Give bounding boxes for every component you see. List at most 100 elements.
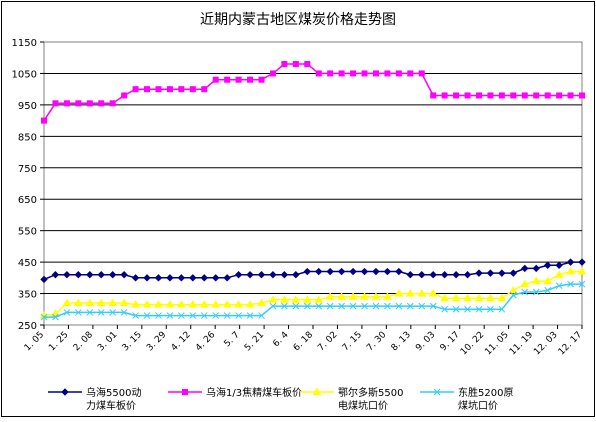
data-point <box>40 313 48 321</box>
data-point <box>509 291 517 299</box>
data-point <box>567 92 574 99</box>
data-point <box>361 70 368 77</box>
data-point <box>531 276 541 284</box>
legend-label: 电煤坑口价 <box>338 399 388 412</box>
data-point <box>178 86 185 93</box>
data-point <box>326 267 334 276</box>
data-point <box>132 312 139 319</box>
data-point <box>338 70 345 77</box>
legend-label: 乌海5500动 <box>86 386 141 399</box>
data-point <box>406 270 415 279</box>
data-point <box>63 309 71 316</box>
data-point <box>498 305 506 313</box>
data-point <box>429 302 437 310</box>
data-point <box>155 312 162 319</box>
data-point <box>521 264 529 273</box>
data-point <box>212 76 219 83</box>
data-point <box>154 274 163 282</box>
data-point <box>291 295 301 303</box>
data-point <box>578 280 586 288</box>
data-point <box>166 274 174 282</box>
data-point <box>405 289 415 297</box>
data-point <box>463 293 472 302</box>
data-point <box>520 279 530 288</box>
data-point <box>269 70 276 77</box>
data-point <box>429 270 437 279</box>
y-tick-label: 750 <box>18 164 37 175</box>
data-point <box>121 92 128 99</box>
data-point <box>223 312 231 319</box>
data-point <box>63 270 71 279</box>
data-point <box>464 92 471 99</box>
data-point <box>223 274 231 282</box>
data-point <box>555 282 563 290</box>
data-point <box>86 309 94 316</box>
data-point <box>97 270 105 279</box>
data-point <box>292 270 300 279</box>
series-line <box>44 283 582 318</box>
data-point <box>108 298 118 306</box>
data-point <box>200 312 208 319</box>
data-point <box>52 313 59 321</box>
data-point <box>142 300 152 308</box>
data-point <box>109 309 117 316</box>
data-point <box>211 300 221 308</box>
data-point <box>533 92 540 99</box>
data-point <box>257 270 266 279</box>
data-point <box>555 261 563 269</box>
data-point <box>463 270 472 279</box>
data-point <box>258 76 265 83</box>
data-point <box>143 312 151 319</box>
data-point <box>372 267 380 276</box>
series-1 <box>40 258 586 284</box>
data-point <box>577 267 587 275</box>
data-point <box>312 387 322 395</box>
data-point <box>474 293 484 302</box>
data-point <box>543 261 552 269</box>
data-point <box>268 295 278 303</box>
y-tick-label: 1050 <box>12 69 37 80</box>
data-point <box>360 267 369 276</box>
data-point <box>188 300 198 308</box>
data-point <box>303 267 311 276</box>
data-point <box>51 270 60 279</box>
data-point <box>212 312 220 319</box>
data-point <box>304 61 311 68</box>
data-point <box>453 92 460 99</box>
data-point <box>315 70 322 77</box>
data-point <box>337 267 346 276</box>
data-point <box>475 269 483 277</box>
data-point <box>74 270 83 279</box>
data-point <box>578 258 586 266</box>
data-point <box>383 267 392 276</box>
data-point <box>509 269 518 277</box>
data-point <box>349 267 357 276</box>
data-point <box>280 295 289 303</box>
data-point <box>62 298 72 306</box>
data-point <box>554 270 564 278</box>
chart-title: 近期内蒙古地区煤炭价格走势图 <box>200 12 396 28</box>
data-point <box>395 267 403 276</box>
data-point <box>302 295 312 303</box>
data-point <box>315 302 323 310</box>
data-point <box>166 312 174 319</box>
data-point <box>406 302 414 310</box>
data-point <box>245 300 255 308</box>
data-point <box>498 92 505 99</box>
data-point <box>258 312 265 319</box>
data-point <box>315 267 323 276</box>
data-point <box>384 70 391 77</box>
data-point <box>74 309 82 316</box>
data-point <box>154 300 163 308</box>
data-point <box>234 300 243 308</box>
gridlines <box>44 72 582 295</box>
data-point <box>234 270 243 279</box>
data-point <box>475 92 482 99</box>
data-point <box>98 100 105 107</box>
data-point <box>75 100 82 107</box>
data-point <box>395 70 402 77</box>
